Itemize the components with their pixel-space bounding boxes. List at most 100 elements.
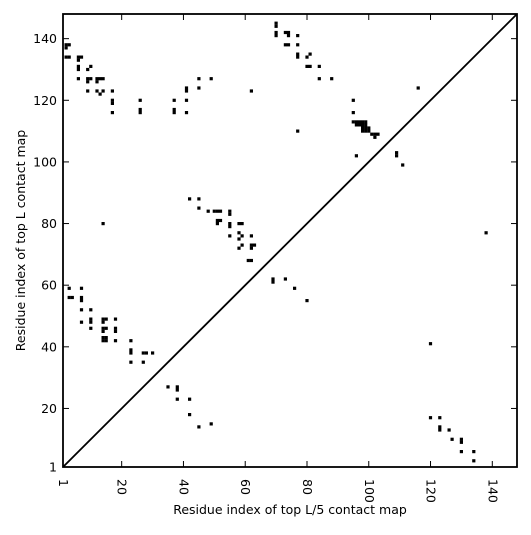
- contact-point-lower: [228, 222, 232, 226]
- contact-point-lower: [67, 295, 71, 300]
- contact-point-upper: [197, 77, 201, 81]
- contact-point-lower: [129, 339, 133, 343]
- contact-point-upper: [296, 129, 300, 133]
- contact-point-upper: [361, 126, 365, 130]
- contact-point-lower: [249, 258, 253, 263]
- contact-point-lower: [197, 425, 201, 429]
- contact-point-upper: [367, 129, 371, 133]
- contact-point-upper: [286, 34, 291, 38]
- contact-point-lower: [141, 351, 145, 355]
- contact-point-upper: [361, 129, 365, 133]
- contact-point-upper: [110, 111, 114, 115]
- contact-point-upper: [138, 111, 142, 115]
- contact-point-lower: [79, 299, 84, 303]
- x-tick-label: 1: [56, 479, 71, 487]
- y-tick-label: 120: [33, 93, 57, 108]
- contact-point-upper: [296, 55, 300, 59]
- contact-point-lower: [166, 385, 170, 389]
- contact-point-lower: [104, 339, 108, 343]
- contact-point-lower: [129, 351, 133, 355]
- contact-point-lower: [101, 320, 105, 324]
- y-tick-label: 100: [33, 154, 57, 169]
- contact-point-upper: [274, 30, 278, 35]
- contact-point-lower: [438, 425, 442, 429]
- contact-point-lower: [228, 212, 232, 216]
- contact-point-lower: [104, 326, 108, 330]
- contact-point-upper: [274, 21, 278, 25]
- y-tick-label: 20: [41, 401, 57, 416]
- contact-point-upper: [351, 111, 355, 115]
- contact-point-upper: [101, 89, 105, 93]
- points-layer: [64, 21, 488, 463]
- contact-point-lower: [212, 209, 216, 213]
- contact-point-lower: [237, 231, 241, 235]
- contact-point-lower: [89, 317, 93, 321]
- contact-point-upper: [354, 120, 358, 124]
- contact-point-upper: [138, 98, 142, 102]
- contact-point-upper: [351, 120, 355, 124]
- contact-point-upper: [95, 89, 99, 93]
- contact-point-lower: [249, 246, 253, 250]
- contact-point-upper: [357, 120, 362, 124]
- contact-point-upper: [395, 154, 399, 158]
- contact-point-upper: [376, 132, 380, 136]
- plot-frame: [62, 13, 518, 468]
- y-tick-label: 1: [49, 460, 57, 475]
- contact-point-upper: [86, 89, 90, 93]
- contact-point-lower: [459, 440, 463, 444]
- contact-point-upper: [172, 98, 176, 102]
- contact-point-upper: [286, 43, 291, 47]
- contact-point-lower: [237, 237, 241, 241]
- contact-point-lower: [472, 459, 476, 463]
- contact-point-lower: [101, 339, 105, 343]
- contact-point-upper: [364, 123, 368, 127]
- contact-point-lower: [89, 326, 93, 330]
- contact-point-lower: [271, 277, 275, 281]
- contact-point-upper: [95, 77, 99, 81]
- contact-point-lower: [175, 388, 179, 392]
- contact-point-upper: [361, 120, 365, 124]
- contact-point-lower: [175, 385, 179, 389]
- contact-point-lower: [141, 360, 145, 364]
- contact-point-upper: [86, 67, 90, 72]
- contact-point-lower: [144, 351, 148, 355]
- contact-point-upper: [86, 80, 90, 84]
- contact-point-lower: [218, 209, 223, 213]
- contact-point-upper: [308, 52, 312, 56]
- contact-point-lower: [209, 422, 213, 426]
- contact-point-lower: [450, 437, 454, 441]
- contact-point-upper: [286, 30, 291, 35]
- contact-point-upper: [330, 77, 334, 81]
- contact-point-lower: [484, 231, 488, 235]
- contact-point-lower: [215, 222, 219, 226]
- contact-point-upper: [317, 64, 321, 68]
- contact-point-lower: [472, 450, 476, 454]
- x-tick-label: 40: [176, 479, 191, 495]
- contact-point-upper: [249, 89, 253, 93]
- contact-point-upper: [79, 55, 84, 59]
- contact-point-lower: [101, 222, 105, 226]
- contact-point-lower: [188, 413, 192, 417]
- contact-point-upper: [184, 98, 189, 102]
- contact-point-upper: [98, 77, 102, 81]
- contact-point-upper: [110, 89, 114, 93]
- contact-point-upper: [64, 55, 68, 59]
- contact-point-upper: [274, 24, 278, 28]
- contact-point-lower: [428, 342, 433, 346]
- contact-point-upper: [172, 107, 176, 112]
- contact-point-upper: [361, 123, 365, 127]
- y-tick-label: 60: [41, 278, 57, 293]
- contact-point-lower: [113, 339, 118, 343]
- contact-point-lower: [104, 336, 108, 340]
- contact-point-upper: [76, 67, 80, 72]
- contact-point-lower: [79, 308, 84, 312]
- contact-point-upper: [401, 163, 405, 167]
- contact-point-upper: [184, 89, 189, 93]
- contact-point-lower: [228, 234, 232, 238]
- contact-point-upper: [67, 43, 71, 47]
- contact-point-lower: [218, 218, 223, 223]
- contact-point-lower: [240, 243, 244, 247]
- contact-point-lower: [459, 450, 463, 454]
